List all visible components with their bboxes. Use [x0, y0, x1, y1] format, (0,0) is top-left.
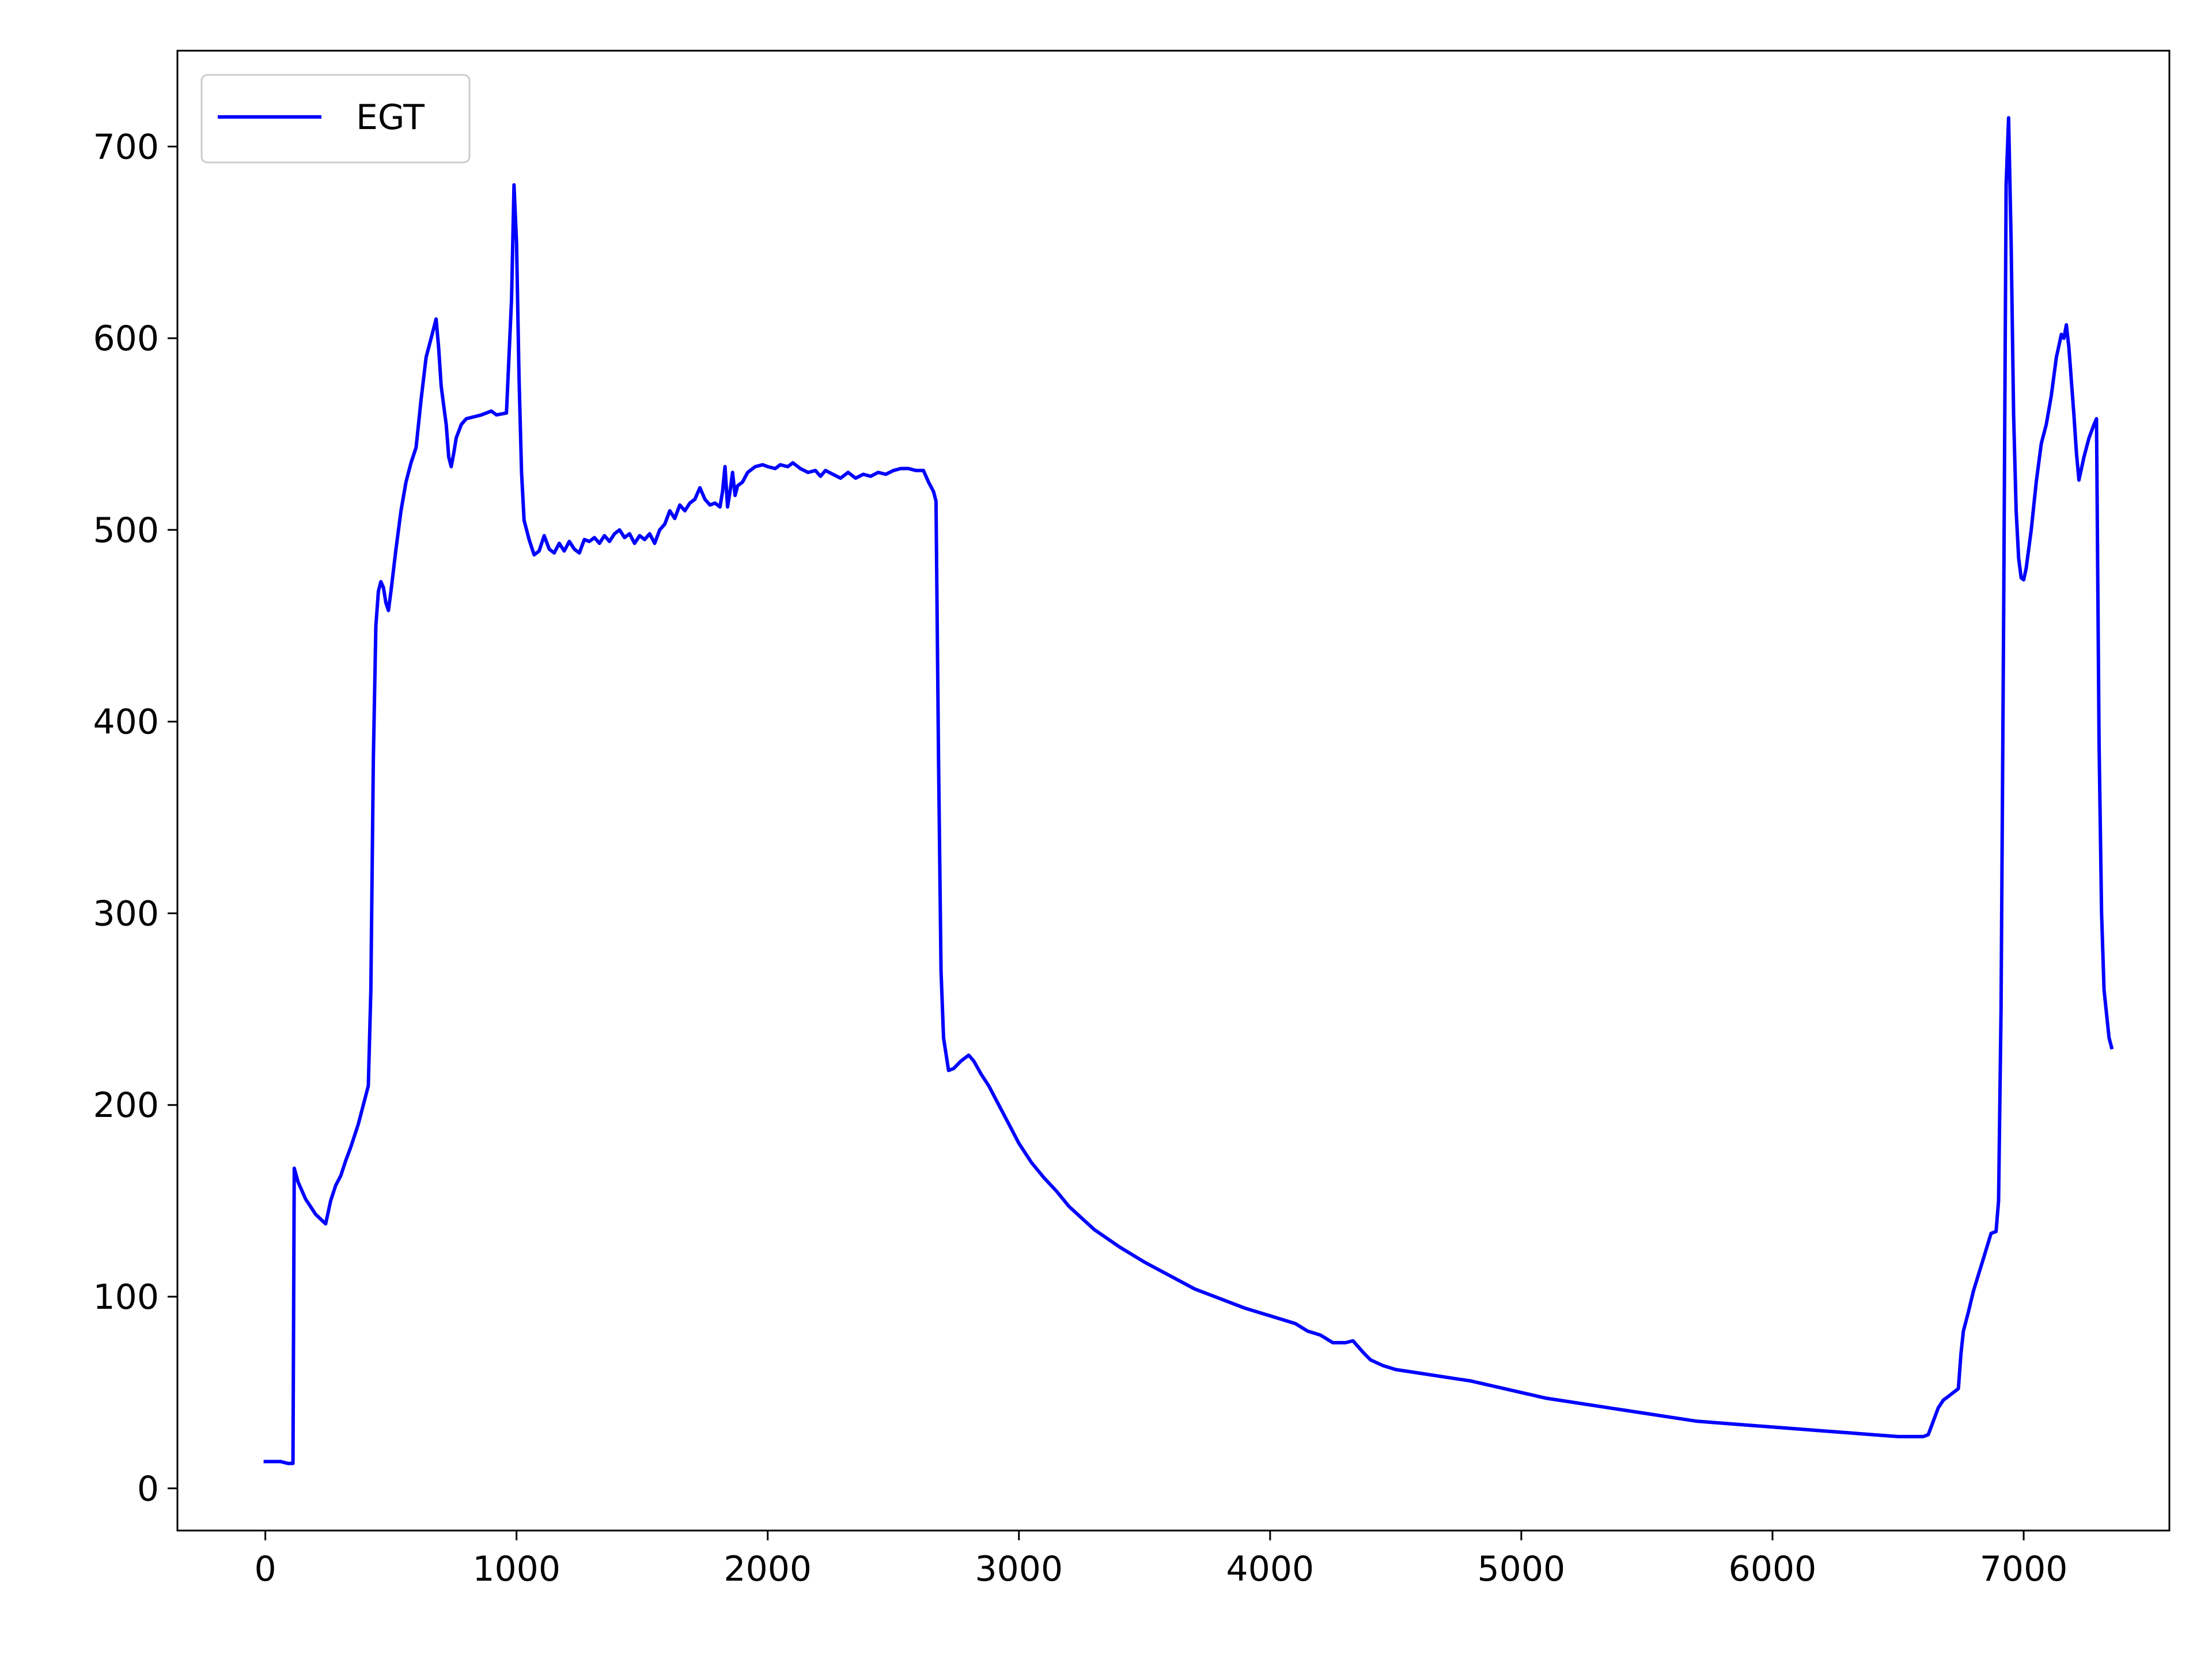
x-axis-ticks: 0 1000 2000 3000 4000 5000 6000 7000 — [255, 1531, 2068, 1589]
x-tick-label: 6000 — [1729, 1549, 1817, 1589]
x-tick-label: 1000 — [472, 1549, 560, 1589]
legend-label-egt: EGT — [356, 97, 425, 138]
plot-frame — [176, 50, 2171, 1532]
x-tick-label: 3000 — [975, 1549, 1063, 1589]
x-tick-label: 0 — [255, 1549, 276, 1589]
x-tick-label: 7000 — [1980, 1549, 2068, 1589]
y-tick-label: 100 — [93, 1277, 159, 1317]
y-tick-label: 0 — [137, 1469, 159, 1509]
y-tick-label: 700 — [93, 127, 159, 167]
y-tick-label: 200 — [93, 1085, 159, 1126]
legend: EGT — [200, 74, 471, 164]
y-tick-label: 500 — [93, 510, 159, 551]
egt-series-line — [263, 116, 2114, 1465]
y-axis-ticks: 0 100 200 300 400 500 600 700 — [93, 127, 177, 1509]
y-tick-label: 300 — [93, 893, 159, 934]
plot-area — [177, 51, 2169, 1531]
legend-box — [200, 74, 471, 164]
x-tick-label: 2000 — [724, 1549, 812, 1589]
y-tick-label: 600 — [93, 319, 159, 359]
x-tick-label: 4000 — [1226, 1549, 1315, 1589]
x-tick-label: 5000 — [1478, 1549, 1566, 1589]
y-tick-label: 400 — [93, 702, 159, 743]
